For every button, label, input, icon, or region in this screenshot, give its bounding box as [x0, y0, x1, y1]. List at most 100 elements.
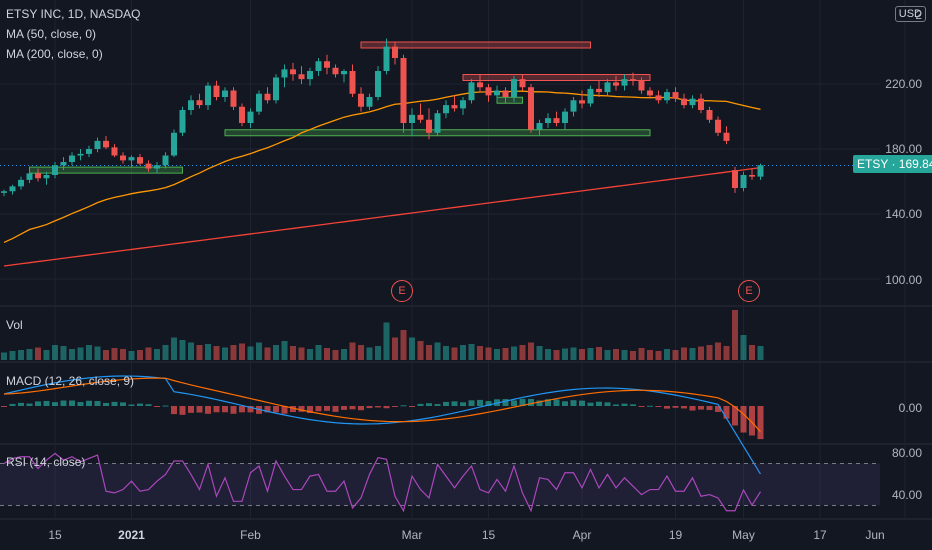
volume-bar — [324, 348, 330, 360]
volume-bar — [188, 342, 194, 360]
volume-bar — [264, 347, 271, 360]
macd-histogram-bar — [154, 406, 160, 407]
macd-histogram-bar — [222, 406, 228, 413]
time-tick-label: Feb — [240, 528, 261, 542]
candle-body — [383, 46, 390, 71]
macd-histogram-bar — [26, 403, 33, 406]
candle-body — [681, 98, 687, 106]
volume-bar — [60, 346, 67, 360]
time-tick-label: May — [732, 528, 755, 542]
volume-bar — [740, 335, 747, 360]
macd-histogram-bar — [1, 406, 7, 407]
macd-histogram-bar — [375, 406, 381, 408]
candle-body — [94, 140, 101, 149]
time-tick-label: 17 — [813, 528, 827, 542]
candle-body — [477, 82, 483, 88]
candle-body — [43, 175, 50, 179]
earnings-event-marker[interactable]: E — [738, 280, 760, 302]
volume-bar — [349, 342, 356, 360]
macd-histogram-bar — [9, 403, 16, 406]
candle-body — [536, 123, 543, 130]
macd-histogram-bar — [94, 401, 101, 406]
volume-bar — [732, 310, 738, 360]
candle-body — [111, 147, 118, 156]
volume-bar — [417, 341, 424, 360]
candle-body — [213, 85, 220, 97]
macd-histogram-bar — [128, 404, 135, 406]
candle-body — [723, 132, 730, 141]
macd-histogram-bar — [264, 406, 271, 413]
macd-histogram-bar — [460, 402, 466, 406]
candle-body — [672, 92, 679, 99]
volume-bar — [392, 337, 398, 360]
volume-bar — [536, 346, 543, 360]
macd-histogram-bar — [664, 406, 670, 409]
volume-bar — [485, 347, 492, 360]
candle-body — [596, 88, 602, 93]
legend-symbol: ETSY INC, 1D, NASDAQ — [6, 7, 141, 21]
volume-bar — [528, 342, 534, 360]
candle-body — [290, 69, 296, 75]
volume-bar — [69, 349, 75, 360]
macd-histogram-bar — [434, 404, 441, 406]
rsi-tick-label: 40.00 — [891, 488, 922, 502]
candle-body — [749, 175, 755, 177]
macd-histogram-bar — [681, 406, 687, 409]
candle-body — [485, 87, 492, 96]
candle-body — [103, 140, 109, 148]
candle-body — [273, 77, 279, 101]
earnings-event-marker[interactable]: E — [391, 280, 413, 302]
volume-bar — [239, 343, 245, 360]
candle-body — [332, 67, 339, 75]
volume-bar — [451, 347, 458, 360]
candle-body — [468, 82, 475, 101]
currency-button[interactable]: USD — [894, 6, 926, 22]
candle-body — [281, 69, 288, 78]
candle-body — [222, 90, 228, 97]
macd-histogram-bar — [698, 406, 704, 410]
candle-body — [664, 92, 670, 101]
candle-body — [647, 90, 653, 96]
macd-histogram-bar — [579, 400, 585, 406]
volume-bar — [409, 337, 415, 360]
volume-bar — [273, 345, 279, 360]
volume-bar — [638, 348, 645, 360]
legend-ma50: MA (50, close, 0) — [6, 27, 97, 41]
macd-histogram-bar — [392, 406, 398, 407]
macd-histogram-bar — [528, 398, 534, 406]
macd-histogram-bar — [451, 401, 458, 406]
volume-bar — [698, 346, 704, 360]
volume-bar — [545, 349, 551, 360]
macd-histogram-bar — [247, 406, 254, 413]
volume-bar — [43, 350, 50, 360]
candle-body — [128, 157, 135, 161]
macd-histogram-bar — [205, 406, 211, 414]
volume-bar — [553, 350, 560, 360]
candle-body — [502, 90, 509, 97]
macd-histogram-bar — [196, 406, 203, 413]
candle-body — [60, 162, 67, 166]
candle-body — [307, 71, 313, 80]
candle-body — [18, 179, 24, 187]
candle-body — [426, 119, 432, 133]
macd-histogram-bar — [137, 403, 143, 406]
macd-histogram-bar — [536, 400, 543, 406]
time-tick-label: 15 — [48, 528, 62, 542]
volume-bar — [94, 346, 101, 360]
candle-body — [698, 98, 704, 110]
volume-bar — [256, 342, 262, 360]
macd-histogram-bar — [604, 402, 611, 406]
price-tick-label: 180.00 — [885, 142, 922, 156]
macd-histogram-bar — [43, 400, 50, 406]
candle-body — [358, 93, 364, 107]
volume-bar — [86, 345, 92, 360]
candle-body — [553, 118, 560, 123]
macd-histogram-bar — [307, 406, 313, 414]
macd-histogram-bar — [638, 406, 645, 407]
volume-bar — [494, 349, 500, 360]
volume-bar — [596, 347, 602, 360]
rsi-pane-label: RSI (14, close) — [6, 455, 86, 469]
candle-body — [188, 100, 194, 110]
candle-body — [451, 105, 458, 109]
